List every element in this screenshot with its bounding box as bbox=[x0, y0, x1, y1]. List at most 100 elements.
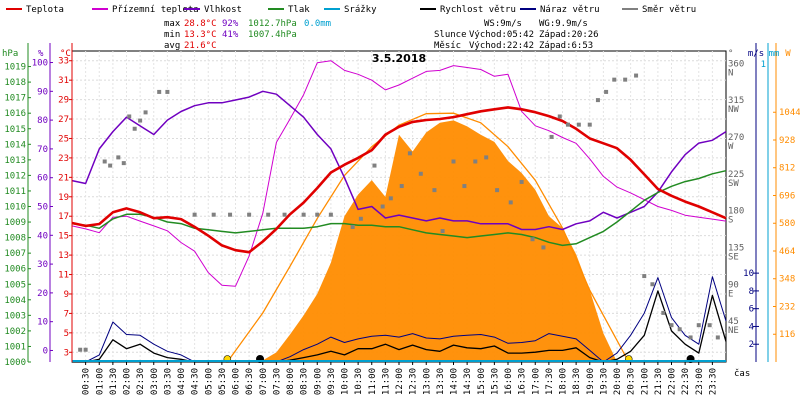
ms-unit: m/s bbox=[748, 49, 764, 59]
pct-unit: % bbox=[38, 49, 44, 59]
wind-direction-point bbox=[143, 110, 148, 115]
legend-label: Teplota bbox=[26, 5, 64, 15]
legend-label: Přízemní teplota bbox=[112, 5, 199, 15]
gust-line bbox=[72, 276, 727, 363]
solar-area bbox=[260, 120, 617, 362]
c-tick-label: 19 bbox=[58, 193, 69, 203]
stat-wg: WG:9.9m/s bbox=[539, 19, 588, 29]
time-tick-label: 03:00 bbox=[150, 368, 160, 395]
wind-direction-point bbox=[519, 179, 524, 184]
wind-direction-point bbox=[407, 151, 412, 156]
dir-tick-label: 270 bbox=[728, 133, 744, 143]
time-tick-label: 09:00 bbox=[313, 368, 323, 395]
time-tick-label: 22:00 bbox=[668, 368, 678, 395]
stat-max-hum: 92% bbox=[222, 19, 239, 29]
time-tick-label: 12:00 bbox=[395, 368, 405, 395]
dir-tick-compass: W bbox=[728, 142, 734, 152]
c-tick-label: 7 bbox=[64, 309, 69, 319]
hpa-tick-label: 1001 bbox=[4, 342, 26, 352]
stat-max-rain: 0.0mm bbox=[304, 19, 331, 29]
pct-tick-label: 80 bbox=[37, 116, 48, 126]
wind-direction-point bbox=[677, 327, 682, 332]
wind-direction-point bbox=[418, 171, 423, 176]
c-tick-label: 25 bbox=[58, 134, 69, 144]
wind-direction-point bbox=[266, 212, 271, 217]
time-tick-label: 15:00 bbox=[477, 368, 487, 395]
time-tick-label: 10:30 bbox=[354, 368, 364, 395]
dir-tick-label: 315 bbox=[728, 96, 744, 106]
hpa-tick-label: 1013 bbox=[4, 156, 26, 166]
time-tick-label: 01:30 bbox=[109, 368, 119, 395]
legend-label: Rychlost větru bbox=[440, 5, 516, 15]
stat-min-hum: 41% bbox=[222, 30, 239, 40]
humidity-line bbox=[71, 90, 727, 231]
time-tick-label: 00:30 bbox=[82, 368, 92, 395]
time-tick-label: 04:30 bbox=[191, 368, 201, 395]
wind-direction-point bbox=[650, 282, 655, 287]
wind-direction-point bbox=[604, 89, 609, 94]
dir-tick-compass: SW bbox=[728, 179, 739, 189]
hpa-tick-label: 1000 bbox=[4, 358, 26, 368]
stat-min-label: min bbox=[164, 30, 180, 40]
wind-direction-point bbox=[707, 323, 712, 328]
c-tick-label: 29 bbox=[58, 96, 69, 106]
ms-tick-label: 4 bbox=[749, 322, 754, 332]
ground-temp-line bbox=[71, 60, 727, 287]
c-tick-label: 13 bbox=[58, 251, 69, 261]
wind-direction-point bbox=[228, 212, 233, 217]
wind-direction-point bbox=[715, 335, 720, 340]
pct-tick-label: 60 bbox=[37, 174, 48, 184]
time-tick-label: 12:30 bbox=[409, 368, 419, 395]
hpa-tick-label: 1005 bbox=[4, 280, 26, 290]
wind-direction-point bbox=[380, 204, 385, 209]
wind-direction-point bbox=[634, 73, 639, 78]
pct-tick-label: 30 bbox=[37, 260, 48, 270]
wind-direction-point bbox=[350, 224, 355, 229]
time-tick-label: 20:30 bbox=[627, 368, 637, 395]
dir-tick-label: 360 bbox=[728, 59, 744, 69]
hpa-tick-label: 1019 bbox=[4, 63, 26, 73]
wind-direction-point bbox=[541, 245, 546, 250]
time-tick-label: 13:00 bbox=[422, 368, 432, 395]
hpa-tick-label: 1006 bbox=[4, 265, 26, 275]
time-tick-label: 11:30 bbox=[381, 368, 391, 395]
pct-tick-label: 40 bbox=[37, 231, 48, 241]
wind-direction-point bbox=[315, 212, 320, 217]
hpa-unit: hPa bbox=[2, 49, 18, 59]
wind-direction-point bbox=[440, 229, 445, 234]
stat-min-press: 1007.4hPa bbox=[248, 30, 297, 40]
wind-direction-point bbox=[595, 98, 600, 103]
wind-direction-point bbox=[688, 335, 693, 340]
dir-tick-compass: S bbox=[728, 216, 733, 226]
wind-direction-point bbox=[451, 159, 456, 164]
wind-speed-line bbox=[72, 290, 727, 363]
sun-set: Západ:20:26 bbox=[539, 30, 599, 40]
dir-tick-compass: N bbox=[728, 68, 733, 78]
wind-direction-point bbox=[462, 184, 467, 189]
dir-tick-label: 225 bbox=[728, 170, 744, 180]
pct-tick-label: 100 bbox=[32, 59, 48, 69]
wind-direction-point bbox=[132, 126, 137, 131]
hpa-tick-label: 1018 bbox=[4, 78, 26, 88]
time-tick-label: 13:30 bbox=[436, 368, 446, 395]
time-unit: čas bbox=[734, 368, 750, 379]
c-tick-label: 15 bbox=[58, 232, 69, 242]
c-tick-label: 5 bbox=[64, 329, 69, 339]
c-unit: °C bbox=[60, 49, 71, 59]
wind-direction-point bbox=[138, 118, 143, 123]
c-tick-label: 9 bbox=[64, 290, 69, 300]
pct-tick-label: 0 bbox=[43, 346, 48, 356]
wind-direction-point bbox=[211, 212, 216, 217]
time-tick-label: 18:00 bbox=[559, 368, 569, 395]
dir-tick-compass: SE bbox=[728, 253, 739, 263]
sun-rise: Východ:05:42 bbox=[469, 30, 534, 40]
wm-tick-label: 348 bbox=[779, 275, 795, 285]
c-tick-label: 23 bbox=[58, 154, 69, 164]
time-tick-label: 17:30 bbox=[545, 368, 555, 395]
wind-direction-point bbox=[78, 347, 83, 352]
time-tick-label: 20:00 bbox=[613, 368, 623, 395]
hpa-tick-label: 1015 bbox=[4, 125, 26, 135]
time-tick-label: 07:30 bbox=[272, 368, 282, 395]
hpa-tick-label: 1004 bbox=[4, 296, 26, 306]
